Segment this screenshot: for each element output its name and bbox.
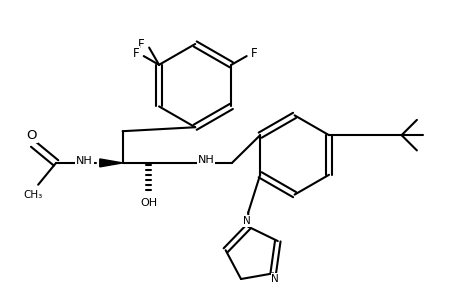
- Text: CH₃: CH₃: [24, 190, 43, 200]
- Text: NH: NH: [198, 155, 214, 165]
- Text: F: F: [138, 38, 144, 51]
- Text: O: O: [26, 129, 37, 142]
- Text: NH: NH: [76, 156, 93, 166]
- Text: F: F: [133, 47, 139, 60]
- Text: F: F: [251, 47, 258, 60]
- Text: OH: OH: [140, 198, 157, 207]
- Text: N: N: [271, 274, 279, 284]
- Polygon shape: [100, 159, 122, 167]
- Text: N: N: [243, 216, 250, 226]
